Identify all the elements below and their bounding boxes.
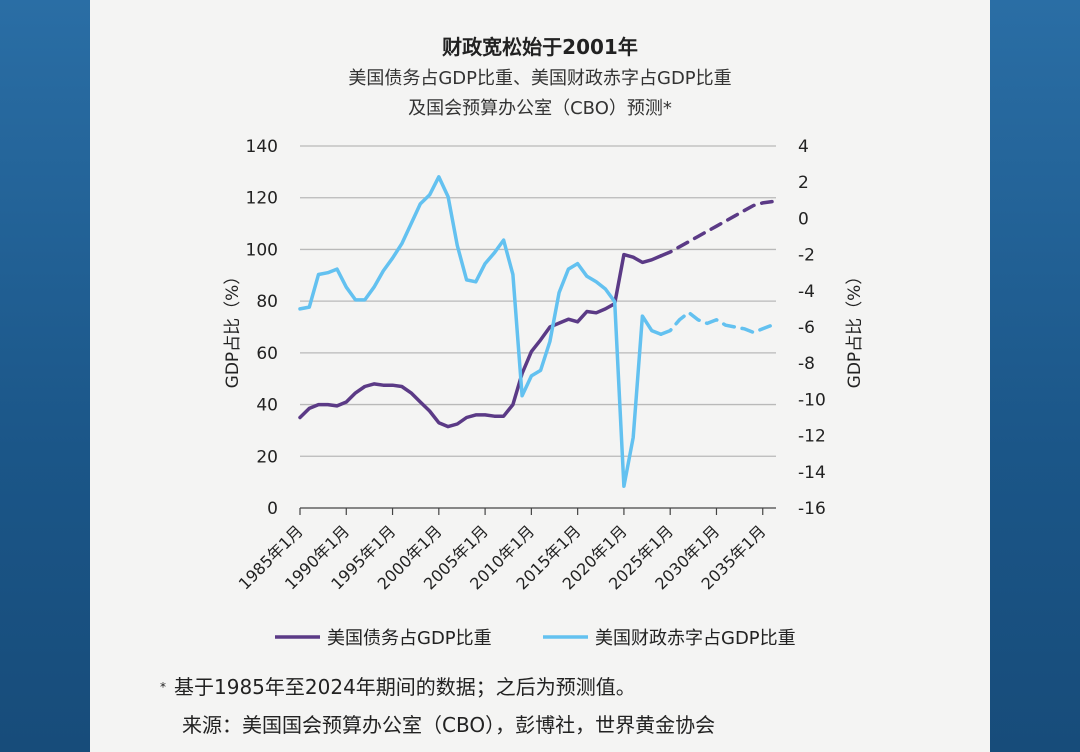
chart-header: 财政宽松始于2001年 美国债务占GDP比重、美国财政赤字占GDP比重 及国会预… — [90, 30, 990, 124]
legend-label-debt: 美国债务占GDP比重 — [327, 628, 492, 649]
right-tick-label: -12 — [798, 427, 826, 447]
chart-subtitle-line2: 及国会预算办公室（CBO）预测* — [408, 98, 672, 119]
right-axis-ticks: 4 2 0 -2 -4 -6 -8 -10 -12 -14 -16 — [798, 137, 826, 519]
background-right-band — [990, 0, 1080, 752]
x-axis: 1985年1月1990年1月1995年1月2000年1月2005年1月2010年… — [235, 507, 776, 593]
debt-line — [298, 252, 663, 429]
deficit-line — [298, 175, 663, 489]
debt-projection-line — [659, 199, 774, 258]
legend: 美国债务占GDP比重 美国财政赤字占GDP比重 — [275, 628, 796, 649]
right-tick-label: 2 — [798, 173, 809, 193]
left-tick-label: 140 — [246, 137, 278, 157]
left-axis-ticks: 0 20 40 60 80 100 120 140 — [246, 137, 278, 519]
footnote-marker: * — [160, 680, 166, 694]
deficit-projection-line — [659, 310, 774, 336]
right-tick-label: -4 — [798, 282, 815, 302]
chart-title: 财政宽松始于2001年 — [442, 35, 638, 59]
chart-panel — [90, 0, 990, 752]
right-tick-label: 0 — [798, 209, 809, 229]
background-left-band — [0, 0, 90, 752]
footnote: * 基于1985年至2024年期间的数据；之后为预测值。 — [160, 672, 636, 702]
left-tick-label: 0 — [267, 499, 278, 519]
chart-subtitle-line1: 美国债务占GDP比重、美国财政赤字占GDP比重 — [348, 68, 732, 89]
legend-label-deficit: 美国财政赤字占GDP比重 — [595, 628, 796, 649]
right-tick-label: -6 — [798, 318, 815, 338]
left-tick-label: 80 — [256, 292, 278, 312]
right-tick-label: -8 — [798, 354, 815, 374]
footnote-text: 基于1985年至2024年期间的数据；之后为预测值。 — [174, 675, 636, 699]
left-axis-label: GDP占比（%） — [223, 268, 243, 389]
right-tick-label: 4 — [798, 137, 809, 157]
right-axis-label: GDP占比（%） — [845, 268, 865, 389]
left-tick-label: 120 — [246, 189, 278, 209]
right-tick-label: -16 — [798, 499, 826, 519]
right-tick-label: -14 — [798, 463, 826, 483]
left-tick-label: 20 — [256, 447, 278, 467]
left-tick-label: 40 — [256, 396, 278, 416]
left-tick-label: 60 — [256, 344, 278, 364]
right-tick-label: -2 — [798, 246, 815, 266]
left-tick-label: 100 — [246, 240, 278, 260]
series-lines — [298, 175, 774, 489]
gridlines — [300, 145, 776, 457]
source-note: 来源：美国国会预算办公室（CBO），彭博社，世界黄金协会 — [182, 713, 716, 737]
right-tick-label: -10 — [798, 390, 826, 410]
